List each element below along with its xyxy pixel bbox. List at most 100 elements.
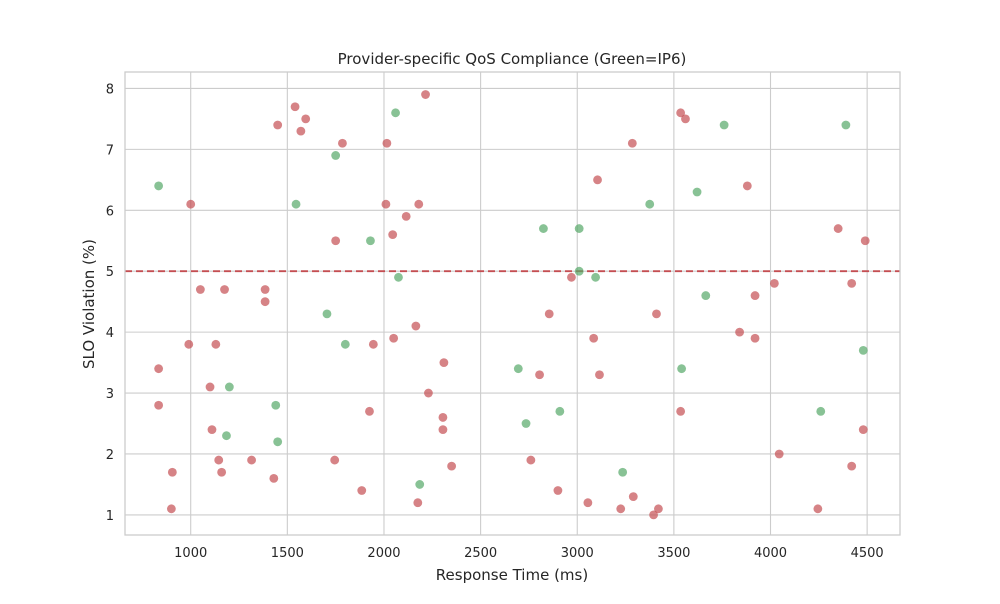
provider-data-point bbox=[535, 370, 544, 380]
provider-data-point bbox=[260, 285, 270, 294]
x-tick-label: 4500 bbox=[851, 546, 884, 561]
ip6-data-point bbox=[513, 364, 523, 374]
provider-data-point bbox=[260, 297, 270, 307]
ip6-data-point bbox=[391, 108, 400, 118]
x-tick-label: 4000 bbox=[754, 546, 787, 561]
ip6-data-point bbox=[394, 272, 403, 282]
provider-data-point bbox=[166, 504, 176, 514]
provider-data-point bbox=[847, 278, 857, 288]
x-tick-label: 2000 bbox=[367, 546, 400, 561]
provider-data-point bbox=[389, 333, 399, 343]
provider-data-point bbox=[526, 455, 536, 465]
provider-data-point bbox=[847, 461, 857, 471]
data-points bbox=[154, 90, 870, 520]
x-tick-label: 1000 bbox=[174, 546, 207, 561]
provider-data-point bbox=[750, 291, 760, 300]
provider-data-point bbox=[774, 449, 784, 459]
provider-data-point bbox=[357, 486, 367, 495]
provider-data-point bbox=[301, 114, 311, 124]
provider-data-point bbox=[368, 339, 378, 349]
ip6-data-point bbox=[719, 120, 729, 130]
ip6-data-point bbox=[816, 406, 826, 416]
provider-data-point bbox=[290, 102, 300, 112]
ip6-data-point bbox=[574, 266, 584, 276]
y-tick-label: 8 bbox=[106, 82, 114, 97]
provider-data-point bbox=[401, 211, 411, 221]
ip6-data-point bbox=[841, 120, 851, 130]
ip6-data-point bbox=[366, 236, 375, 246]
x-axis-label: Response Time (ms) bbox=[436, 566, 588, 584]
provider-data-point bbox=[628, 492, 638, 502]
provider-data-point bbox=[742, 181, 752, 191]
provider-data-point bbox=[167, 467, 177, 477]
ip6-data-point bbox=[701, 291, 711, 300]
ip6-data-point bbox=[154, 181, 164, 191]
provider-data-point bbox=[860, 236, 870, 246]
provider-data-point bbox=[214, 455, 224, 465]
ip6-data-point bbox=[322, 309, 332, 319]
provider-data-point bbox=[365, 406, 374, 416]
provider-data-point bbox=[583, 498, 593, 508]
provider-data-point bbox=[382, 138, 392, 148]
ip6-data-point bbox=[574, 224, 584, 233]
provider-data-point bbox=[652, 309, 661, 319]
provider-data-point bbox=[388, 230, 398, 240]
provider-data-point bbox=[211, 339, 221, 349]
y-tick-label: 3 bbox=[106, 387, 114, 402]
ip6-data-point bbox=[555, 406, 565, 416]
ip6-data-point bbox=[331, 151, 341, 160]
y-tick-label: 6 bbox=[106, 204, 114, 219]
provider-data-point bbox=[813, 504, 823, 514]
provider-data-point bbox=[553, 486, 563, 495]
y-tick-label: 5 bbox=[106, 265, 114, 280]
provider-data-point bbox=[439, 358, 449, 367]
ip6-data-point bbox=[692, 187, 702, 197]
provider-data-point bbox=[438, 413, 448, 422]
provider-data-point bbox=[735, 327, 744, 337]
provider-data-point bbox=[207, 425, 217, 435]
y-tick-label: 4 bbox=[106, 326, 114, 341]
provider-data-point bbox=[273, 120, 283, 130]
ip6-data-point bbox=[858, 346, 868, 355]
plot-area-border bbox=[124, 71, 901, 536]
provider-data-point bbox=[447, 461, 457, 471]
provider-data-point bbox=[220, 285, 229, 294]
provider-data-point bbox=[330, 455, 340, 465]
provider-data-point bbox=[414, 199, 424, 209]
x-tick-label: 1500 bbox=[271, 546, 304, 561]
provider-data-point bbox=[676, 108, 686, 118]
ip6-data-point bbox=[539, 224, 548, 233]
tick-labels: 1000 1500 2000 2500 3000 3500 4000 4500 1 2 3 4 5 6 7 8 bbox=[106, 82, 884, 561]
provider-data-point bbox=[195, 285, 205, 294]
provider-data-point bbox=[205, 382, 215, 392]
provider-data-point bbox=[413, 498, 423, 508]
provider-data-point bbox=[186, 199, 196, 209]
provider-data-point bbox=[616, 504, 626, 514]
provider-data-point bbox=[184, 339, 194, 349]
ip6-data-point bbox=[415, 480, 425, 489]
provider-data-point bbox=[217, 467, 227, 477]
provider-data-point bbox=[269, 473, 279, 483]
provider-data-point bbox=[331, 236, 341, 246]
y-tick-label: 1 bbox=[106, 509, 114, 524]
x-tick-label: 3500 bbox=[657, 546, 690, 561]
ip6-data-point bbox=[291, 199, 301, 209]
provider-data-point bbox=[154, 400, 164, 410]
ip6-data-point bbox=[591, 272, 601, 282]
provider-data-point bbox=[833, 224, 843, 233]
provider-data-point bbox=[296, 126, 306, 136]
provider-data-point bbox=[424, 388, 433, 398]
ip6-data-point bbox=[224, 382, 234, 392]
ip6-data-point bbox=[273, 437, 283, 447]
provider-data-point bbox=[589, 333, 599, 343]
y-axis-label: SLO Violation (%) bbox=[80, 239, 98, 369]
provider-data-point bbox=[676, 406, 686, 416]
provider-data-point bbox=[593, 175, 602, 185]
provider-data-point bbox=[411, 321, 421, 331]
ip6-data-point bbox=[677, 364, 687, 374]
provider-data-point bbox=[567, 272, 576, 282]
ip6-data-point bbox=[521, 419, 531, 428]
provider-data-point bbox=[381, 199, 391, 209]
provider-data-point bbox=[595, 370, 604, 380]
